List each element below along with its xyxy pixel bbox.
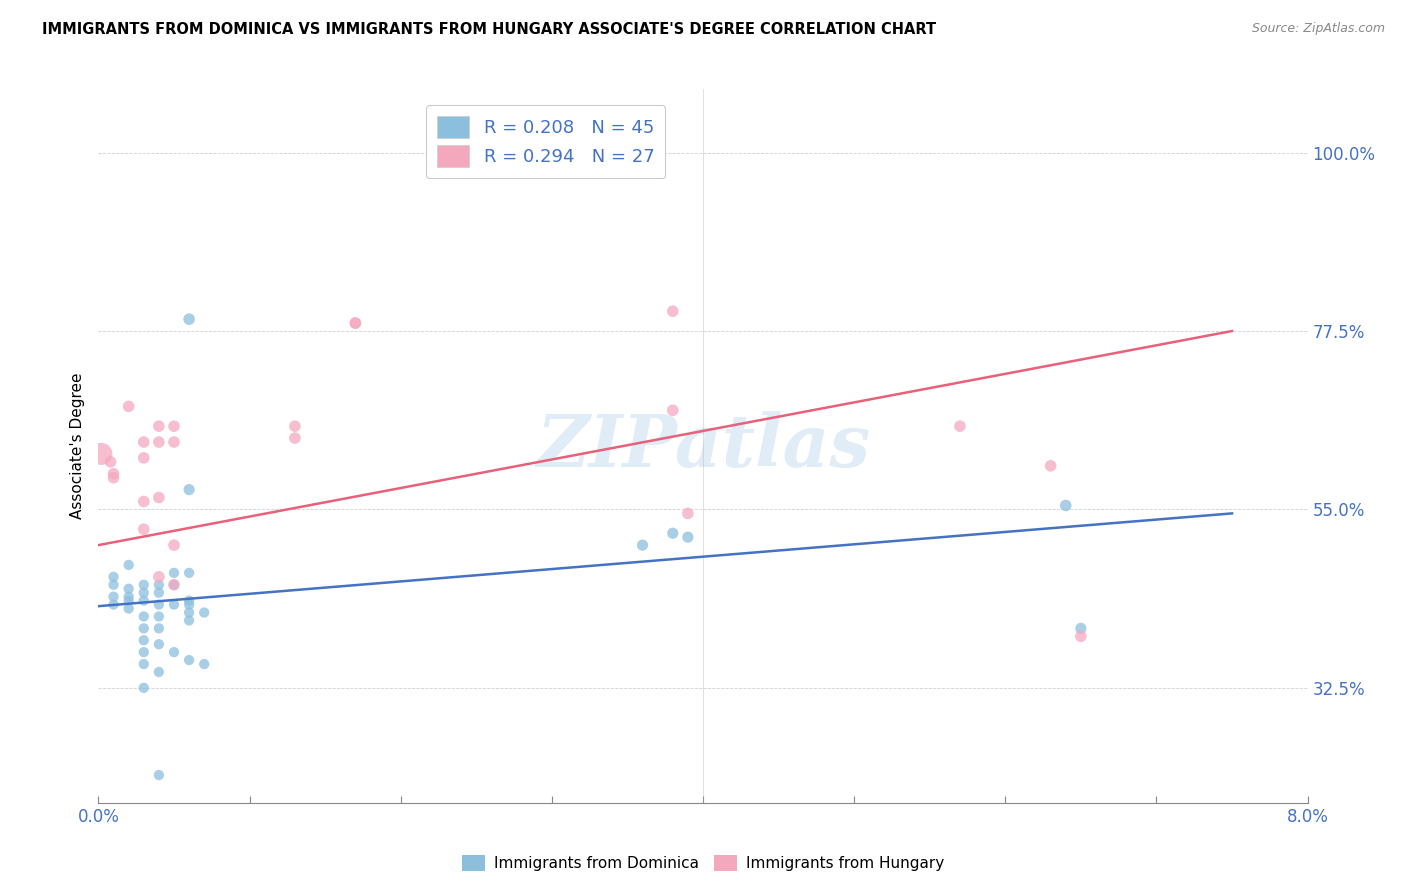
- Point: [132, 435, 155, 450]
- Point: [148, 665, 170, 679]
- Point: [179, 593, 201, 607]
- Point: [284, 419, 307, 434]
- Point: [132, 645, 155, 659]
- Point: [132, 593, 155, 607]
- Point: [1070, 621, 1092, 635]
- Point: [148, 419, 170, 434]
- Point: [344, 316, 367, 330]
- Point: [949, 419, 972, 434]
- Point: [344, 316, 367, 330]
- Point: [179, 606, 201, 620]
- Point: [163, 598, 186, 612]
- Point: [179, 653, 201, 667]
- Point: [90, 447, 112, 461]
- Text: ZIPatlas: ZIPatlas: [536, 410, 870, 482]
- Point: [148, 570, 170, 584]
- Point: [163, 419, 186, 434]
- Point: [163, 578, 186, 592]
- Point: [132, 633, 155, 648]
- Point: [193, 606, 215, 620]
- Point: [631, 538, 654, 552]
- Point: [163, 578, 186, 592]
- Point: [661, 304, 683, 318]
- Point: [132, 450, 155, 465]
- Legend: Immigrants from Dominica, Immigrants from Hungary: Immigrants from Dominica, Immigrants fro…: [456, 849, 950, 877]
- Point: [148, 609, 170, 624]
- Point: [284, 431, 307, 445]
- Point: [132, 494, 155, 508]
- Point: [163, 538, 186, 552]
- Point: [179, 614, 201, 628]
- Point: [103, 590, 125, 604]
- Point: [132, 585, 155, 599]
- Point: [118, 601, 141, 615]
- Point: [179, 566, 201, 580]
- Point: [661, 526, 683, 541]
- Point: [661, 403, 683, 417]
- Point: [163, 435, 186, 450]
- Point: [118, 590, 141, 604]
- Text: Source: ZipAtlas.com: Source: ZipAtlas.com: [1251, 22, 1385, 36]
- Point: [103, 598, 125, 612]
- Point: [148, 637, 170, 651]
- Y-axis label: Associate's Degree: Associate's Degree: [69, 373, 84, 519]
- Point: [676, 530, 699, 544]
- Point: [163, 645, 186, 659]
- Point: [1039, 458, 1062, 473]
- Point: [179, 483, 201, 497]
- Point: [148, 598, 170, 612]
- Point: [132, 621, 155, 635]
- Point: [676, 507, 699, 521]
- Point: [132, 578, 155, 592]
- Point: [132, 657, 155, 671]
- Point: [148, 578, 170, 592]
- Point: [132, 522, 155, 536]
- Text: IMMIGRANTS FROM DOMINICA VS IMMIGRANTS FROM HUNGARY ASSOCIATE'S DEGREE CORRELATI: IMMIGRANTS FROM DOMINICA VS IMMIGRANTS F…: [42, 22, 936, 37]
- Point: [148, 491, 170, 505]
- Point: [148, 621, 170, 635]
- Point: [132, 681, 155, 695]
- Point: [118, 400, 141, 414]
- Point: [103, 467, 125, 481]
- Point: [132, 609, 155, 624]
- Point: [103, 471, 125, 485]
- Point: [179, 598, 201, 612]
- Point: [118, 593, 141, 607]
- Point: [118, 558, 141, 572]
- Point: [163, 566, 186, 580]
- Point: [193, 657, 215, 671]
- Point: [118, 582, 141, 596]
- Point: [148, 585, 170, 599]
- Point: [1054, 499, 1077, 513]
- Point: [148, 435, 170, 450]
- Point: [148, 768, 170, 782]
- Point: [100, 455, 122, 469]
- Point: [103, 570, 125, 584]
- Point: [1070, 629, 1092, 643]
- Point: [103, 578, 125, 592]
- Point: [179, 312, 201, 326]
